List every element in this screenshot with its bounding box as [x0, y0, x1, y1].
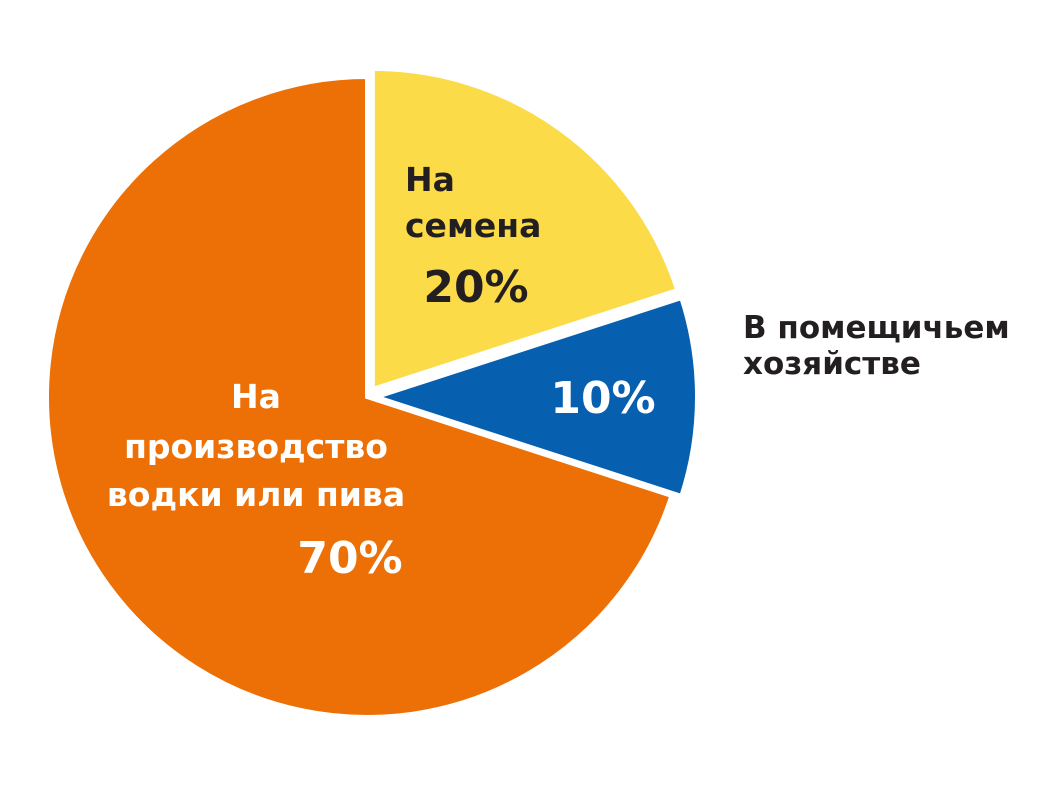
- slice-value-label-estate: 10%: [550, 373, 655, 424]
- slice-label-seeds-line-1: На: [405, 160, 455, 199]
- slice-label-seeds-line-2: семена: [405, 206, 541, 245]
- slice-label-estate-line-1: В помещичьем: [743, 310, 1010, 346]
- slice-value-label-vodka: 70%: [297, 533, 402, 584]
- slice-label-estate-line-2: хозяйстве: [743, 346, 921, 382]
- slice-label-vodka-line-1: На: [231, 377, 281, 416]
- pie-slice-estate: [370, 295, 699, 499]
- slice-value-label-seeds: 20%: [423, 262, 528, 313]
- slice-label-vodka-line-3: водки или пива: [107, 475, 405, 514]
- pie-slice-seeds: [370, 66, 680, 392]
- slice-label-vodka-line-2: производство: [124, 427, 388, 466]
- pie-slice-vodka: [45, 74, 674, 719]
